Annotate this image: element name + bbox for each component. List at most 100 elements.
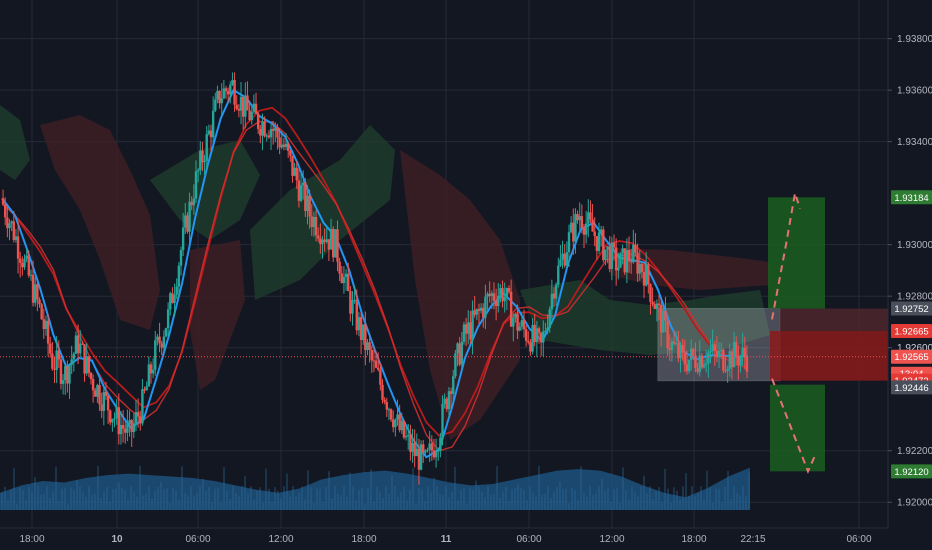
candle-body [411,442,414,452]
candle-body [409,434,412,452]
position-zones[interactable] [657,197,888,472]
candle-body [531,324,534,352]
candle-body [329,228,333,250]
candle-body [310,216,313,227]
candle-body [184,215,187,228]
x-tick-label: 18:00 [681,534,706,545]
candle-body [552,293,556,299]
candle-body [158,336,161,344]
x-tick-label: 11 [441,534,452,545]
candle-body [591,219,594,232]
candle-body [244,95,247,117]
candle-body [233,80,236,105]
price-tag-bg [891,190,932,205]
candle-body [617,267,620,271]
candle-body [29,274,33,276]
candle-body [520,320,524,327]
candle-body [36,284,39,300]
candle-body [614,247,618,271]
candle-body [25,255,28,259]
cloud-region [190,240,245,390]
x-tick-label: 12:00 [268,534,293,545]
candle-body [415,448,419,457]
candle-body [381,384,384,400]
x-tick-label: 12:00 [599,534,624,545]
cloud-region [610,248,770,290]
price-tag-bg [891,301,932,316]
candle-body [12,221,15,240]
candle-body [239,96,243,111]
candle-body [278,137,281,148]
candle-body [662,310,665,333]
candle-body [458,343,461,365]
price-axis[interactable]: 1.93800 1.93600 1.93400 1.93000 1.92800 1.926… [887,0,932,528]
candle-body [434,451,438,458]
candle-body [126,423,129,433]
stop-loss-zone[interactable] [770,330,888,381]
candle-body [578,216,581,221]
candle-body [128,420,131,424]
candle-body [362,324,365,340]
candle-body [181,227,185,251]
time-axis-bg[interactable] [0,528,932,550]
candle-body [76,335,80,354]
candle-body [301,182,305,186]
candle-body [331,228,335,258]
candle-body [479,307,483,311]
candle-body [584,223,588,235]
candle-body [518,326,521,331]
time-axis[interactable]: 18:00 10 06:00 12:00 18:00 11 06:00 12:00 18:00 2… [0,527,932,550]
candle-body [602,229,605,261]
candle-body [306,195,309,211]
candle-body [59,359,63,384]
candle-body [664,310,667,321]
candle-body [647,264,650,285]
candle-body [677,343,680,359]
candle-body [179,250,183,266]
candle-body [338,261,341,274]
candle-body [141,389,144,424]
candle-body [696,367,699,372]
alt-target-zone[interactable] [770,384,825,472]
projection-arrows [771,192,817,474]
candle-body [640,263,644,273]
candle-body [623,248,626,273]
x-tick-label: 10 [111,534,123,545]
candle-body [533,324,536,343]
candle-body [256,113,260,129]
candle-body [687,359,691,372]
candle-body [563,253,566,266]
candle-body [117,407,121,435]
candle-body [145,386,148,391]
candle-body [524,329,528,341]
candle-body [70,359,73,365]
candle-body [732,342,736,368]
candle-body [593,231,596,237]
candle-body [342,277,346,284]
price-axis-bg[interactable] [888,0,932,528]
x-tick-label: 22:15 [740,534,765,545]
candle-body [707,352,710,364]
candle-body [66,366,69,384]
candle-body [192,198,196,206]
candle-body [4,204,7,218]
candle-body [23,258,26,268]
candle-body [694,355,697,368]
candle-body [739,356,742,366]
candle-body [561,253,564,260]
candle-body [353,299,356,301]
candle-body [175,286,178,295]
candle-body [400,420,403,431]
candle-body [529,342,532,352]
candle-body [199,150,202,170]
candle-body [464,324,468,334]
y-tick-label: 1.93400 [897,137,932,148]
candle-body [636,252,639,274]
y-tick-label: 1.93800 [897,34,932,45]
candle-body [419,444,423,470]
candle-body [72,353,76,360]
candle-body [83,344,86,374]
price-tag: 1.93184 [891,190,932,205]
